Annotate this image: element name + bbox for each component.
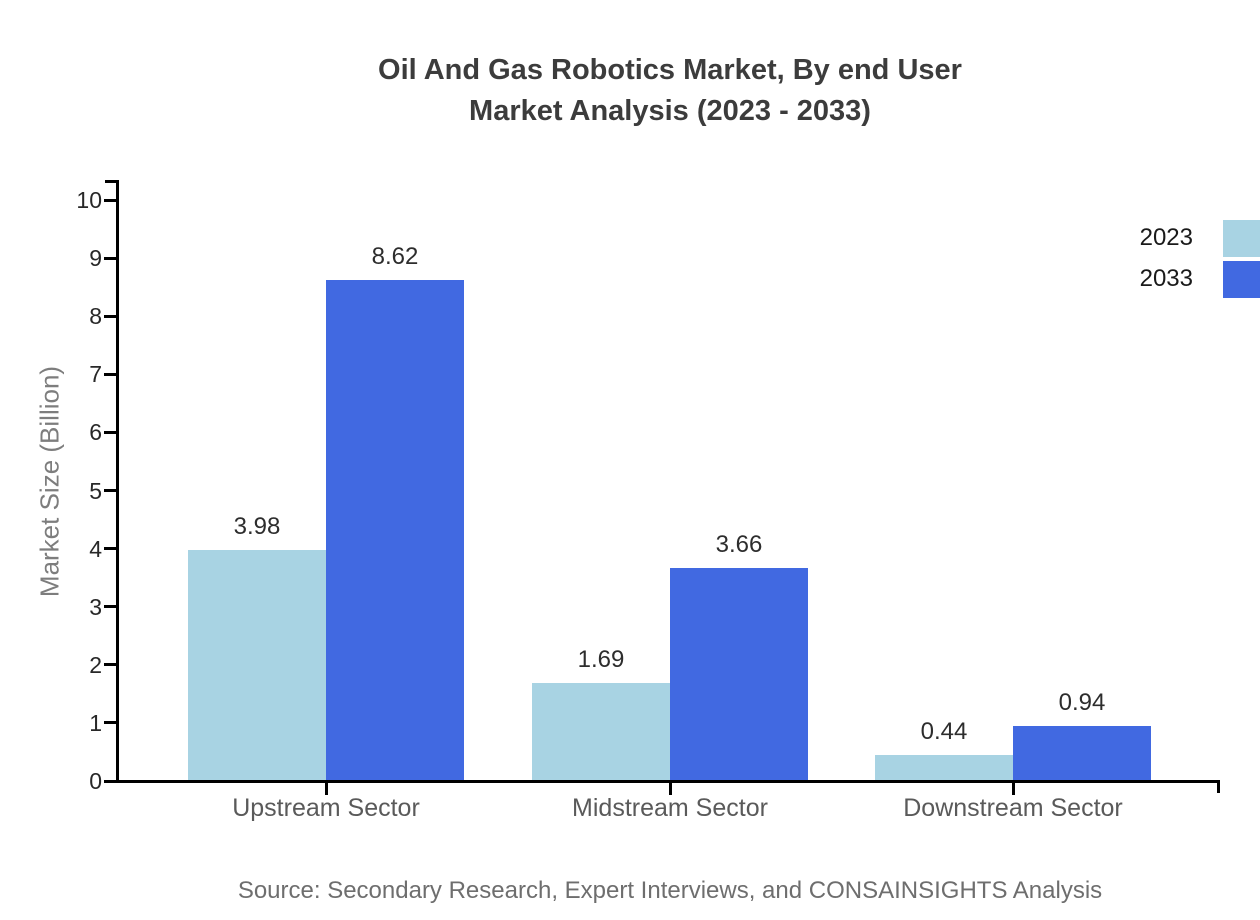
bar-2033-midstream-sector bbox=[670, 568, 808, 781]
y-tick-label-3: 3 bbox=[89, 593, 102, 620]
legend-label-2023: 2023 bbox=[1139, 224, 1193, 251]
x-tick-1 bbox=[668, 783, 672, 795]
y-tick-label-4: 4 bbox=[89, 535, 102, 562]
y-tick-label-1: 1 bbox=[89, 709, 102, 736]
x-tick-label-0: Upstream Sector bbox=[232, 794, 420, 822]
y-tick-10 bbox=[104, 198, 116, 202]
legend-swatch-2023-icon bbox=[1223, 220, 1260, 257]
value-label-2033-2: 0.94 bbox=[1058, 689, 1106, 717]
legend-item-2023: 2023 bbox=[1000, 220, 1260, 257]
value-label-2023-1: 1.69 bbox=[577, 645, 625, 673]
x-tick-2 bbox=[1011, 783, 1015, 795]
y-axis-line bbox=[116, 180, 119, 783]
legend-swatch-2033-icon bbox=[1223, 261, 1260, 298]
chart-title-line1: Oil And Gas Robotics Market, By end User bbox=[378, 54, 962, 86]
chart-title-line2: Market Analysis (2023 - 2033) bbox=[469, 95, 871, 127]
y-tick-1 bbox=[104, 721, 116, 725]
bar-2023-downstream-sector bbox=[875, 755, 1013, 781]
bar-2023-upstream-sector bbox=[188, 549, 326, 781]
y-tick-4 bbox=[104, 547, 116, 551]
y-tick-9 bbox=[104, 256, 116, 260]
x-tick-label-1: Midstream Sector bbox=[572, 794, 768, 822]
y-axis-end-tick bbox=[105, 180, 117, 183]
legend-item-2033: 2033 bbox=[1000, 261, 1260, 298]
value-label-2033-1: 3.66 bbox=[715, 531, 763, 559]
y-tick-label-10: 10 bbox=[76, 187, 102, 213]
x-tick-0 bbox=[324, 783, 328, 795]
y-tick-label-2: 2 bbox=[89, 651, 102, 678]
x-axis-line bbox=[116, 780, 1220, 783]
y-tick-label-5: 5 bbox=[89, 477, 102, 504]
y-tick-2 bbox=[104, 663, 116, 667]
y-tick-8 bbox=[104, 314, 116, 318]
value-label-2033-0: 8.62 bbox=[371, 243, 419, 271]
value-label-2023-2: 0.44 bbox=[920, 718, 968, 746]
y-tick-7 bbox=[104, 372, 116, 376]
x-tick-label-2: Downstream Sector bbox=[903, 794, 1123, 822]
x-axis-end-tick bbox=[1217, 780, 1220, 793]
legend-label-2033: 2033 bbox=[1139, 265, 1193, 292]
bar-2033-downstream-sector bbox=[1013, 726, 1151, 781]
bar-2023-midstream-sector bbox=[532, 682, 670, 781]
y-tick-5 bbox=[104, 489, 116, 492]
value-label-2023-0: 3.98 bbox=[233, 512, 281, 540]
y-tick-6 bbox=[104, 430, 116, 434]
y-tick-label-8: 8 bbox=[89, 303, 102, 330]
bar-2033-upstream-sector bbox=[326, 280, 464, 781]
y-tick-label-6: 6 bbox=[89, 419, 102, 446]
y-tick-0 bbox=[104, 779, 116, 783]
chart-title: Oil And Gas Robotics Market, By end User… bbox=[80, 50, 1260, 132]
source-note: Source: Secondary Research, Expert Inter… bbox=[237, 877, 1103, 904]
y-tick-3 bbox=[104, 605, 116, 609]
y-tick-label-9: 9 bbox=[89, 245, 102, 272]
y-tick-label-7: 7 bbox=[89, 361, 102, 388]
y-tick-label-0: 0 bbox=[89, 768, 102, 794]
